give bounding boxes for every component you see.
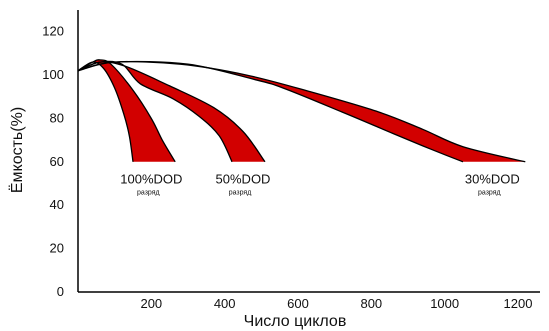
x-tick-label: 1200	[504, 296, 533, 311]
band-50-pct-dod	[78, 61, 265, 162]
x-tick-label: 200	[140, 296, 162, 311]
tick-labels: 0 20 40 60 80 100 120 200 400 600 800 1000 1200	[42, 24, 532, 311]
x-axis-title: Число циклов	[244, 313, 347, 330]
series-sublabel-100-pct-dod: разряд	[137, 190, 160, 197]
x-tick-label: 400	[214, 296, 236, 311]
series-sublabel-50-pct-dod: разряд	[229, 190, 252, 197]
x-tick-label: 600	[287, 296, 309, 311]
y-tick-label: 40	[50, 197, 64, 212]
lower-curve-30-pct-dod	[77, 60, 464, 163]
series-sublabel-30-pct-dod: разряд	[478, 190, 501, 197]
series-label-50-pct-dod: 50%DOD	[216, 172, 271, 187]
y-tick-label: 80	[50, 110, 64, 125]
band-100-pct-dod	[78, 59, 176, 162]
series-label-100-pct-dod: 100%DOD	[120, 172, 182, 187]
y-tick-label: 20	[50, 241, 64, 256]
plot-area	[77, 59, 526, 163]
band-30-pct-dod	[78, 61, 526, 162]
y-axis-title: Ёмкость(%)	[8, 107, 26, 193]
x-tick-label: 800	[360, 296, 382, 311]
series-label-30-pct-dod: 30%DOD	[465, 172, 520, 187]
axes	[77, 10, 540, 293]
x-tick-label: 1000	[430, 296, 459, 311]
y-tick-label: 0	[57, 284, 64, 299]
lower-curve-50-pct-dod	[77, 60, 233, 163]
y-tick-label: 120	[42, 24, 64, 39]
lower-curve-100-pct-dod	[77, 61, 134, 162]
y-tick-label: 100	[42, 67, 64, 82]
y-tick-label: 60	[50, 154, 64, 169]
series-annotations: 100%DOD разряд 50%DOD разряд 30%DOD разряд	[120, 172, 520, 197]
